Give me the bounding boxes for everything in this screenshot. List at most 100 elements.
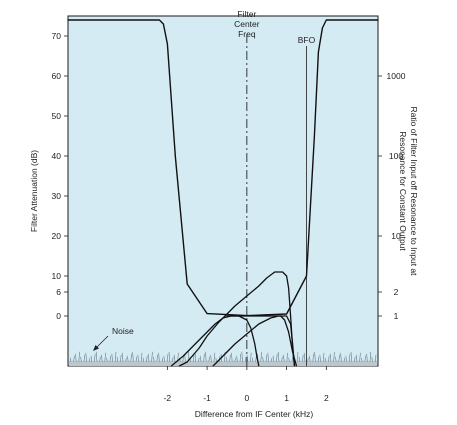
noise-spike — [73, 355, 75, 362]
noise-spike — [125, 357, 127, 362]
response-curve-1 — [178, 271, 296, 367]
noise-spike — [106, 357, 108, 362]
right-tick-label: 100 — [389, 151, 403, 161]
noise-spike — [296, 351, 299, 362]
x-axis: -2 -1 0 1 2 — [164, 366, 329, 403]
right-axis: 1 2 10 100 1000 — [378, 71, 406, 321]
noise-spike — [168, 351, 171, 362]
noise-spike — [267, 352, 269, 362]
noise-spike — [270, 357, 273, 362]
noise-spike — [132, 351, 134, 362]
noise-spike — [85, 352, 87, 362]
noise-spike — [328, 355, 330, 362]
noise-spike — [142, 357, 145, 362]
noise-spike — [130, 353, 132, 362]
noise-spike — [88, 357, 91, 362]
left-tick-label: 50 — [52, 111, 62, 121]
filter-center-label-line: Center — [234, 19, 260, 29]
noise-spike — [140, 352, 143, 362]
noise-spike — [151, 351, 153, 362]
noise-spike — [94, 353, 96, 362]
left-tick-label: 70 — [52, 31, 62, 41]
noise-spike — [146, 355, 148, 362]
noise-spike — [288, 357, 290, 362]
left-axis: 0 6 10 20 30 40 50 60 70 — [52, 31, 68, 321]
noise-spike — [101, 354, 103, 362]
noise-spike — [355, 354, 358, 362]
noise-spike — [194, 352, 197, 362]
left-tick-label: 20 — [52, 231, 62, 241]
noise-spike — [324, 357, 327, 362]
noise-spike — [166, 353, 169, 362]
noise-spike — [158, 352, 160, 362]
noise-spike — [312, 353, 314, 362]
noise-spike — [369, 351, 372, 362]
y-axis-right-label: Ratio of Filter Input off Resonance to I… — [398, 107, 419, 277]
noise-spike — [198, 357, 200, 362]
right-tick-label: 10 — [391, 231, 401, 241]
noise-spike — [277, 351, 280, 362]
noise-spike — [229, 354, 231, 362]
noise-spike — [348, 353, 351, 362]
noise-spike — [90, 355, 93, 362]
noise-spike — [114, 351, 117, 362]
noise-spike — [298, 356, 301, 362]
filter-center-label-line: Freq — [238, 29, 256, 39]
noise-spike — [135, 356, 138, 362]
noise-spike — [225, 356, 228, 362]
noise-arrow-line — [95, 335, 109, 349]
noise-arrow-head — [93, 345, 99, 351]
noise-spike — [205, 351, 207, 362]
right-tick-label: 1 — [394, 311, 399, 321]
noise-spike — [78, 351, 80, 362]
noise-spike — [208, 356, 210, 362]
noise-spike — [69, 357, 72, 362]
noise-spike — [111, 353, 113, 362]
noise-spike — [333, 351, 335, 362]
noise-spike — [354, 356, 356, 362]
noise-spike — [260, 351, 262, 362]
noise-spike — [281, 356, 283, 362]
noise-spike — [329, 353, 332, 362]
bfo-label: BFO — [298, 35, 316, 45]
noise-spike — [161, 357, 164, 362]
x-tick-label: -2 — [164, 393, 172, 403]
noise-spike — [203, 353, 205, 362]
noise-spike — [272, 355, 275, 362]
noise-spike — [182, 355, 184, 362]
noise-label: Noise — [112, 326, 134, 336]
noise-spike — [153, 356, 155, 362]
noise-spike — [99, 356, 101, 362]
noise-spike — [322, 352, 325, 362]
noise-spike — [371, 356, 373, 362]
noise-spike — [291, 355, 294, 362]
noise-spike — [250, 352, 252, 362]
noise-spike — [156, 354, 158, 362]
left-tick-label: 6 — [56, 287, 61, 297]
x-tick-label: -1 — [203, 393, 211, 403]
noise-spike — [137, 354, 139, 362]
noise-spike — [80, 356, 82, 362]
noise-spike — [244, 356, 247, 362]
y-axis-right-label-line: Ratio of Filter Input off Resonance to I… — [409, 107, 419, 277]
right-tick-label: 2 — [394, 287, 399, 297]
noise-spike — [350, 351, 353, 362]
noise-spike — [345, 355, 347, 362]
noise-spike — [121, 352, 124, 362]
noise-spike — [213, 352, 216, 362]
noise-spike — [338, 354, 340, 362]
curves — [67, 19, 379, 367]
noise-spike — [172, 356, 174, 362]
noise-spike — [317, 356, 320, 362]
response-curve-3 — [212, 315, 296, 367]
noise-spike — [359, 352, 361, 362]
noise-spike — [104, 352, 106, 362]
noise-spike — [374, 354, 377, 362]
left-tick-label: 10 — [52, 271, 62, 281]
noise-spike — [286, 352, 288, 362]
noise-spike — [366, 353, 368, 362]
noise-spike — [239, 353, 242, 362]
noise-spike — [83, 354, 86, 362]
y-axis-right-label-line: Resonance for Constant Output — [398, 131, 408, 251]
noise-spike — [246, 354, 249, 362]
